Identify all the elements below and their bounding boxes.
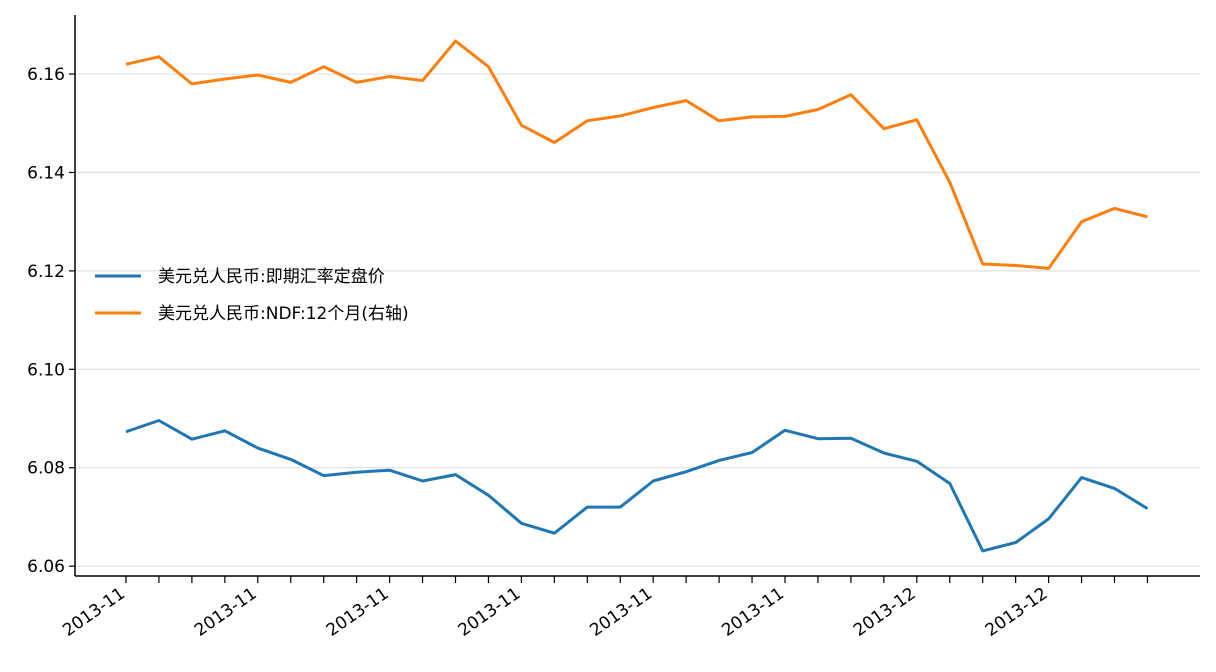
y-ticks: 6.06 6.08 6.10 6.12 6.14 6.16: [27, 65, 75, 577]
series-line-2: [125, 39, 1148, 270]
legend: 美元兑人民币:即期汇率定盘价 美元兑人民币:NDF:12个月(右轴): [95, 267, 409, 324]
y-tick-label: 6.08: [27, 459, 65, 479]
series-line-1: [125, 419, 1149, 553]
x-tick-label: 2013-11: [455, 584, 525, 641]
legend-label-series2: 美元兑人民币:NDF:12个月(右轴): [158, 304, 409, 324]
x-ticks: 2013-11 2013-11 2013-11 2013-11 2013-11 2013-…: [59, 576, 1149, 641]
x-tick-label: 2013-12: [982, 584, 1052, 641]
y-tick-label: 6.10: [27, 360, 65, 380]
y-tick-label: 6.16: [27, 65, 65, 85]
grid-lines: [75, 73, 1200, 567]
x-tick-label: 2013-12: [850, 584, 920, 641]
x-tick-label: 2013-11: [323, 584, 393, 641]
y-tick-label: 6.12: [27, 262, 65, 282]
series-lines: [125, 39, 1149, 553]
y-tick-label: 6.06: [27, 557, 65, 577]
y-tick-label: 6.14: [27, 163, 65, 183]
x-tick-label: 2013-11: [191, 584, 261, 641]
x-tick-label: 2013-11: [59, 584, 129, 641]
x-tick-label: 2013-11: [718, 584, 788, 641]
legend-label-series1: 美元兑人民币:即期汇率定盘价: [158, 267, 385, 287]
x-tick-label: 2013-11: [586, 584, 656, 641]
